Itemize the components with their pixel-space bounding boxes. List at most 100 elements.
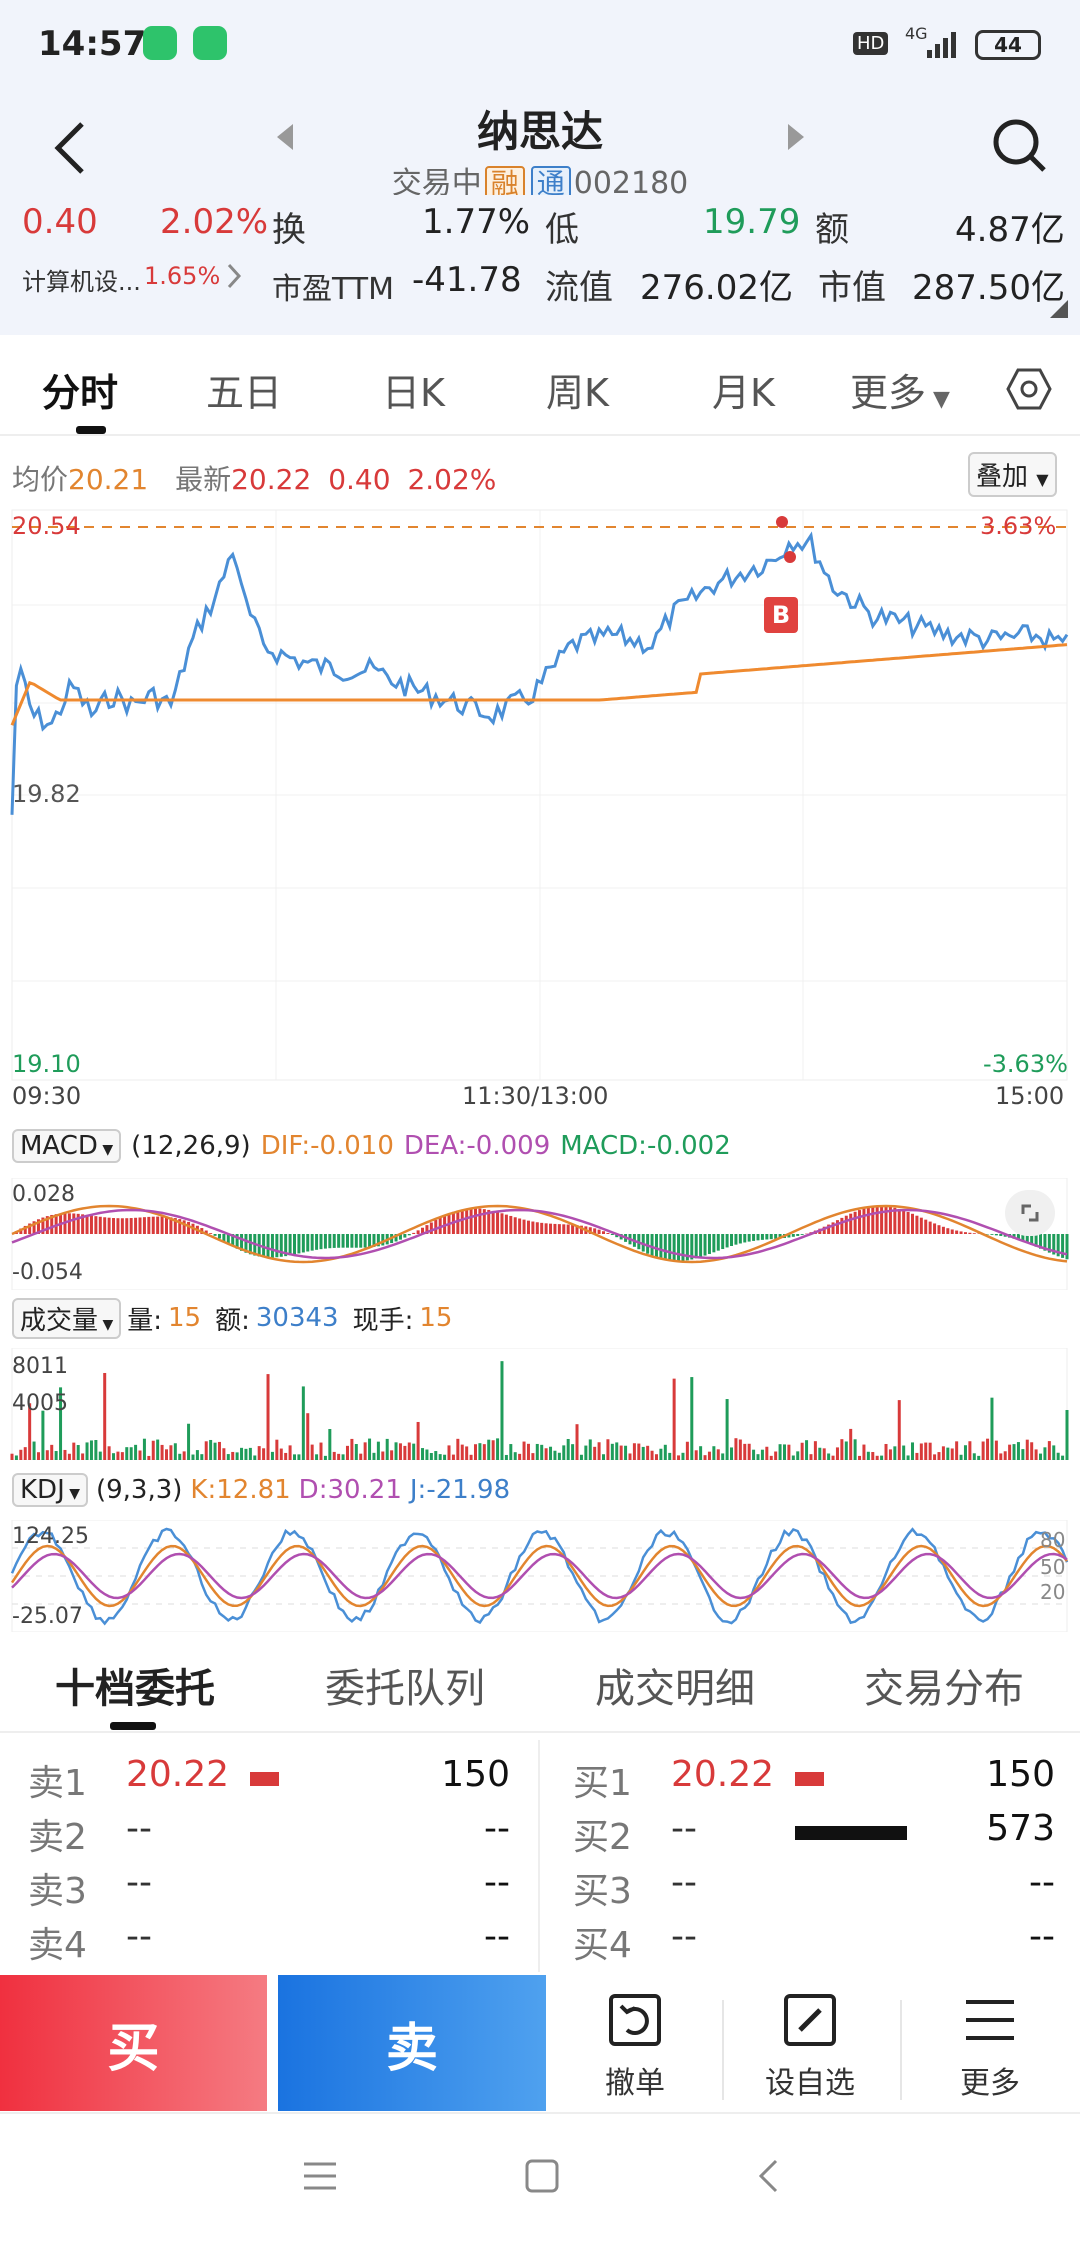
volume-bar bbox=[963, 1445, 967, 1460]
chevron-right-icon[interactable] bbox=[226, 262, 242, 290]
volume-bar bbox=[1030, 1442, 1034, 1460]
home-icon[interactable] bbox=[524, 2158, 560, 2194]
signal-dot bbox=[784, 551, 796, 563]
volume-mid: 4005 bbox=[12, 1391, 68, 1416]
macd-select[interactable]: MACD ▼ bbox=[12, 1129, 122, 1163]
macd-bar bbox=[85, 1214, 89, 1234]
buy-order-row[interactable]: 买2 -- 573 bbox=[545, 1804, 1075, 1858]
sell-order-row[interactable]: 卖3 -- -- bbox=[0, 1858, 530, 1912]
macd-bar bbox=[672, 1234, 676, 1262]
macd-bar bbox=[368, 1234, 372, 1248]
overlay-select[interactable]: 叠加 ▼ bbox=[968, 452, 1057, 497]
tab-intraday[interactable]: 分时 bbox=[42, 371, 119, 415]
buy-order-row[interactable]: 买4 -- -- bbox=[545, 1912, 1075, 1966]
price-low-label: 19.10 bbox=[12, 1050, 81, 1078]
kdj-chart[interactable] bbox=[0, 1520, 1080, 1632]
sell-order-row[interactable]: 卖4 -- -- bbox=[0, 1912, 530, 1966]
dropdown-icon: ▼ bbox=[64, 1486, 80, 1502]
volume-bar bbox=[200, 1454, 204, 1460]
order-price: -- bbox=[671, 1862, 697, 1903]
tab-trade-detail[interactable]: 成交明细 bbox=[595, 1666, 755, 1712]
search-icon[interactable] bbox=[990, 116, 1050, 176]
volume-bar bbox=[85, 1442, 89, 1460]
more-button[interactable]: 更多 bbox=[910, 1990, 1070, 2102]
float-mcap-label: 流值 bbox=[545, 268, 613, 308]
macd-bar bbox=[738, 1234, 742, 1244]
add-watchlist-button[interactable]: 设自选 bbox=[730, 1990, 890, 2102]
tab-five-day[interactable]: 五日 bbox=[206, 371, 283, 415]
order-price: -- bbox=[671, 1916, 697, 1957]
turnover-label: 换 bbox=[272, 210, 306, 250]
macd-value: MACD:-0.002 bbox=[560, 1131, 731, 1161]
sell-order-row[interactable]: 卖2 -- -- bbox=[0, 1804, 530, 1858]
macd-bar bbox=[434, 1219, 438, 1234]
sell-button[interactable]: 卖 bbox=[278, 1975, 546, 2111]
sector-percent[interactable]: 1.65% bbox=[144, 262, 221, 290]
volume-bar bbox=[893, 1446, 897, 1460]
tab-distribution[interactable]: 交易分布 bbox=[864, 1666, 1024, 1712]
volume-bar bbox=[1025, 1439, 1029, 1460]
status-time: 14:57 bbox=[38, 24, 147, 64]
tab-ten-level[interactable]: 十档委托 bbox=[55, 1666, 215, 1712]
settings-hex-icon[interactable] bbox=[1006, 366, 1052, 412]
volume-bar bbox=[862, 1444, 866, 1460]
volume-bar bbox=[169, 1445, 173, 1460]
macd-bar bbox=[875, 1206, 879, 1234]
macd-bar bbox=[827, 1224, 831, 1234]
volume-bar bbox=[394, 1442, 398, 1460]
volume-bar bbox=[390, 1450, 394, 1460]
next-stock-icon[interactable] bbox=[784, 122, 808, 152]
volume-bar bbox=[293, 1454, 297, 1460]
volume-select[interactable]: 成交量 ▼ bbox=[12, 1297, 122, 1339]
buy-signal-badge[interactable]: B bbox=[764, 597, 798, 633]
fullscreen-icon[interactable] bbox=[1005, 1190, 1055, 1236]
tab-day-k[interactable]: 日K bbox=[382, 371, 445, 415]
sector-name[interactable]: 计算机设... bbox=[22, 268, 141, 296]
volume-bar bbox=[668, 1452, 672, 1460]
prev-stock-icon[interactable] bbox=[273, 122, 297, 152]
kdj-select[interactable]: KDJ ▼ bbox=[12, 1473, 88, 1507]
back-icon[interactable] bbox=[50, 118, 90, 178]
macd-bar bbox=[522, 1219, 526, 1234]
macd-bar bbox=[293, 1234, 297, 1255]
macd-bar bbox=[270, 1234, 274, 1258]
volume-bar bbox=[553, 1450, 557, 1460]
sell-order-row[interactable]: 卖1 20.22 150 bbox=[0, 1750, 530, 1804]
volume-chart[interactable] bbox=[0, 1348, 1080, 1460]
volume-bar bbox=[610, 1443, 614, 1460]
tab-month-k[interactable]: 月K bbox=[712, 371, 775, 415]
mcap-label: 市值 bbox=[818, 268, 886, 308]
macd-bar bbox=[116, 1218, 120, 1234]
volume-bar bbox=[902, 1445, 906, 1460]
macd-bar bbox=[549, 1223, 553, 1234]
tab-order-queue[interactable]: 委托队列 bbox=[325, 1666, 485, 1712]
macd-bar bbox=[588, 1227, 592, 1234]
nav-back-icon[interactable] bbox=[756, 2158, 780, 2194]
macd-bar bbox=[169, 1217, 173, 1234]
volume-bar bbox=[350, 1438, 354, 1460]
volume-bar bbox=[332, 1451, 336, 1460]
expand-corner-icon[interactable] bbox=[1050, 300, 1068, 318]
volume-bar bbox=[178, 1453, 182, 1460]
volume-bar bbox=[632, 1443, 636, 1460]
order-volume: -- bbox=[1029, 1862, 1055, 1903]
volume-bar bbox=[734, 1438, 738, 1460]
intraday-chart[interactable] bbox=[0, 505, 1080, 1085]
volume-bar bbox=[434, 1451, 438, 1460]
buy-order-row[interactable]: 买1 20.22 150 bbox=[545, 1750, 1075, 1804]
volume-bar bbox=[866, 1451, 870, 1460]
volume-bar bbox=[460, 1444, 464, 1460]
tab-more[interactable]: 更多 ▼ bbox=[850, 362, 950, 417]
macd-chart[interactable] bbox=[0, 1178, 1080, 1290]
buy-button[interactable]: 买 bbox=[0, 1975, 267, 2111]
tab-week-k[interactable]: 周K bbox=[546, 371, 609, 415]
buy-order-row[interactable]: 买3 -- -- bbox=[545, 1858, 1075, 1912]
macd-bar bbox=[297, 1234, 301, 1254]
macd-bar bbox=[690, 1234, 694, 1260]
volume-bar bbox=[778, 1444, 782, 1460]
volume-bar bbox=[368, 1438, 372, 1460]
cancel-order-button[interactable]: 撤单 bbox=[555, 1990, 715, 2102]
volume-bar bbox=[933, 1454, 937, 1460]
macd-bar bbox=[712, 1234, 716, 1253]
recents-menu-icon[interactable] bbox=[302, 2160, 338, 2192]
